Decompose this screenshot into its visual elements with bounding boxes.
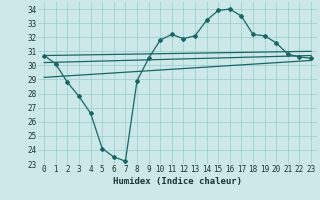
X-axis label: Humidex (Indice chaleur): Humidex (Indice chaleur) — [113, 177, 242, 186]
